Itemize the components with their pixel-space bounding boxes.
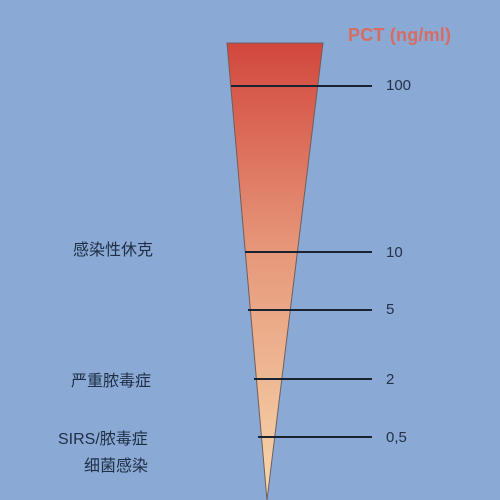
severe-sepsis-label: 严重脓毒症 (71, 373, 152, 390)
pct-wedge (226, 42, 324, 500)
pct-level-5: 5 (386, 301, 395, 318)
pct-level-10: 10 (386, 244, 403, 261)
pct-level-2: 2 (386, 371, 395, 388)
pct-title: PCT (ng/ml) (348, 25, 452, 45)
sirs-sepsis-label: SIRS/脓毒症 (58, 431, 148, 448)
pct-level-100: 100 (386, 77, 412, 94)
septic-shock-label: 感染性休克 (73, 242, 154, 259)
pct-level-0-5: 0,5 (386, 429, 407, 446)
bacterial-infection-label: 细菌感染 (84, 458, 149, 475)
